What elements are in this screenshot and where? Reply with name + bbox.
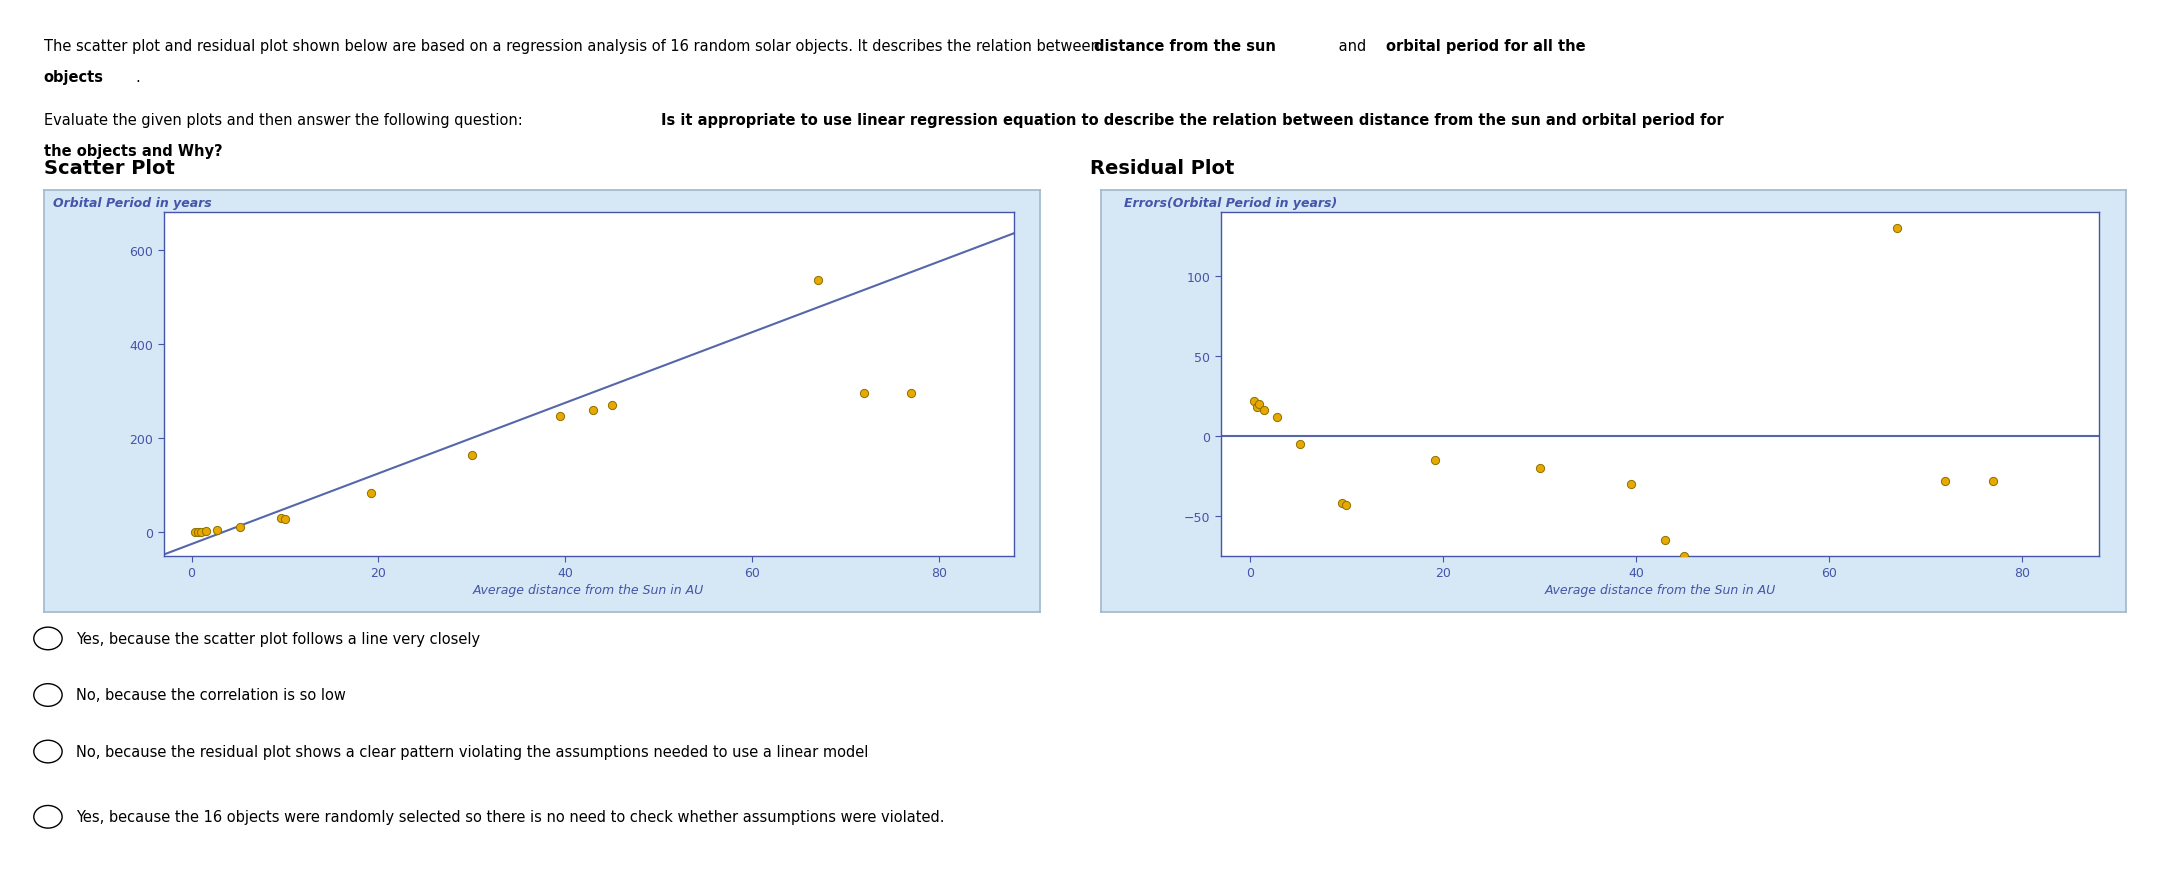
Text: Scatter Plot: Scatter Plot	[44, 159, 174, 178]
Point	[1975, 474, 2010, 488]
Point	[1330, 498, 1365, 512]
Point	[1247, 404, 1282, 418]
Point	[264, 512, 299, 526]
Text: Errors(Orbital Period in years): Errors(Orbital Period in years)	[1125, 196, 1336, 209]
Text: and: and	[1334, 39, 1371, 54]
Point	[201, 523, 235, 537]
Text: Yes, because the 16 objects were randomly selected so there is no need to check : Yes, because the 16 objects were randoml…	[76, 809, 944, 825]
Point	[1243, 397, 1277, 411]
Point	[894, 387, 929, 401]
Text: The scatter plot and residual plot shown below are based on a regression analysi: The scatter plot and residual plot shown…	[44, 39, 1103, 54]
Text: Orbital Period in years: Orbital Period in years	[52, 196, 211, 209]
Text: Evaluate the given plots and then answer the following question:: Evaluate the given plots and then answer…	[44, 113, 532, 128]
Text: orbital period for all the: orbital period for all the	[1386, 39, 1587, 54]
Point	[595, 399, 630, 413]
Point	[543, 409, 578, 423]
Point	[222, 521, 257, 534]
Point	[576, 403, 610, 417]
Point	[1648, 534, 1683, 547]
Point	[1668, 549, 1703, 563]
Text: objects: objects	[44, 70, 105, 84]
Point	[1879, 222, 1914, 235]
Point	[353, 486, 388, 500]
Text: Residual Plot: Residual Plot	[1090, 159, 1234, 178]
Point	[1260, 410, 1295, 424]
Point	[1282, 437, 1317, 451]
Point	[1325, 496, 1360, 510]
Point	[181, 526, 216, 540]
Point	[1522, 461, 1557, 475]
Text: No, because the correlation is so low: No, because the correlation is so low	[76, 687, 347, 703]
Text: No, because the residual plot shows a clear pattern violating the assumptions ne: No, because the residual plot shows a cl…	[76, 744, 868, 760]
Point	[1238, 401, 1273, 415]
Point	[179, 526, 214, 540]
Point	[1613, 477, 1648, 491]
Text: Is it appropriate to use linear regression equation to describe the relation bet: Is it appropriate to use linear regressi…	[661, 113, 1722, 128]
Point	[268, 512, 303, 526]
Point	[1236, 395, 1271, 408]
Point	[800, 274, 835, 288]
Text: Yes, because the scatter plot follows a line very closely: Yes, because the scatter plot follows a …	[76, 631, 480, 647]
Point	[1417, 454, 1452, 468]
Point	[846, 387, 881, 401]
Text: .: .	[135, 70, 140, 84]
Point	[1927, 474, 1962, 488]
Point	[187, 525, 222, 539]
Text: the objects and Why?: the objects and Why?	[44, 143, 222, 158]
X-axis label: Average distance from the Sun in AU: Average distance from the Sun in AU	[1543, 584, 1777, 597]
Text: distance from the sun: distance from the sun	[1094, 39, 1275, 54]
X-axis label: Average distance from the Sun in AU: Average distance from the Sun in AU	[473, 584, 704, 597]
Point	[456, 448, 491, 462]
Point	[183, 525, 218, 539]
